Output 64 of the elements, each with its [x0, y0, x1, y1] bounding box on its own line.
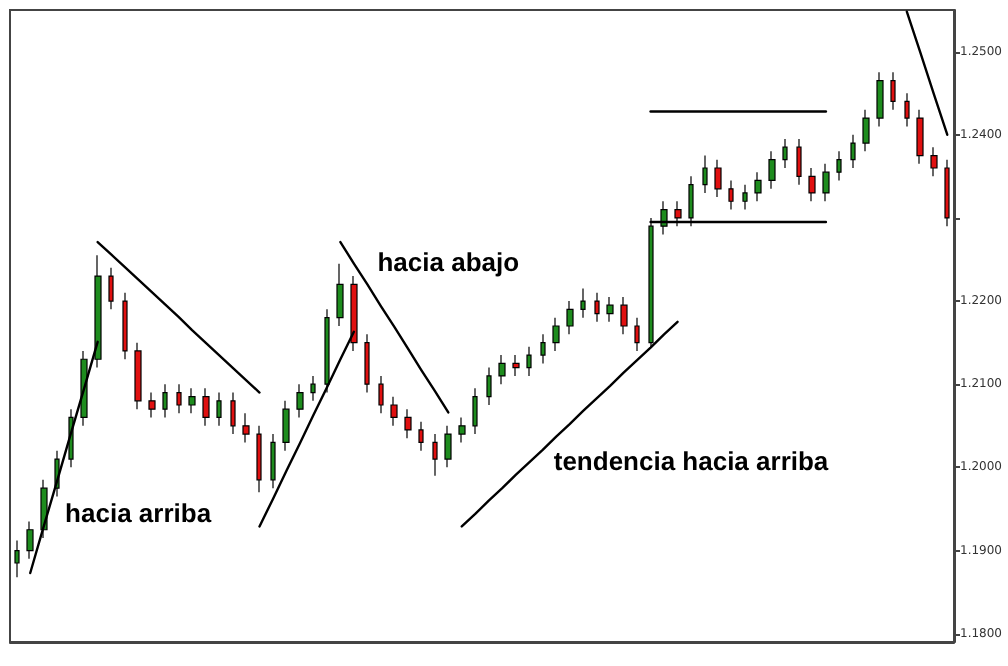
candlestick [782, 138, 788, 169]
candlestick [552, 317, 560, 352]
candlestick [108, 267, 114, 310]
candlestick [862, 109, 870, 152]
candlestick [526, 346, 532, 377]
candlestick [270, 433, 276, 489]
candlestick [202, 387, 210, 427]
candlestick [714, 159, 722, 198]
line-series [96, 240, 261, 394]
candlestick [916, 109, 924, 165]
line-series [905, 10, 949, 136]
candlestick [134, 342, 142, 410]
candlestick [122, 292, 128, 360]
candlestick [310, 375, 316, 402]
candlestick [944, 159, 950, 227]
candlestick [432, 433, 438, 477]
candlestick [540, 333, 546, 365]
candlestick [768, 150, 776, 190]
candlestick [188, 387, 196, 414]
candlestick [14, 539, 20, 578]
candlestick [580, 287, 586, 319]
candlestick [472, 387, 478, 435]
candlestick [378, 375, 384, 414]
candlestick [930, 146, 938, 177]
candlestick [850, 134, 856, 169]
candlestick [566, 300, 574, 335]
candlestick [594, 292, 600, 323]
candlestick [296, 383, 304, 419]
candlestick [904, 92, 910, 128]
candlestick [230, 391, 236, 435]
annotation: tendencia hacia arriba [553, 445, 830, 476]
candlestick [390, 396, 398, 427]
candlestick [216, 391, 222, 427]
candlestick [796, 138, 802, 186]
line-series [339, 240, 450, 414]
candlestick [336, 263, 344, 327]
candlestick [702, 154, 708, 194]
annotation: hacia abajo [377, 246, 520, 277]
candlestick [822, 163, 830, 202]
candlestick [498, 354, 506, 385]
candlestick [728, 179, 734, 211]
candlestick [404, 408, 412, 439]
candlestick [512, 354, 520, 377]
candlestick [606, 296, 614, 323]
candlestick [242, 412, 250, 444]
candlestick [876, 71, 884, 128]
candlestick [444, 425, 452, 468]
candlestick [742, 184, 748, 211]
candlestick [148, 391, 156, 419]
candlestick [890, 71, 896, 111]
candlestick [282, 400, 290, 452]
candlestick [836, 150, 842, 182]
candlestick [634, 317, 640, 352]
candlestick [162, 383, 168, 419]
candlestick [458, 416, 466, 444]
annotation: hacia arriba [65, 498, 213, 529]
candlestick [754, 171, 762, 202]
candlestick [418, 421, 424, 452]
candlestick [620, 296, 628, 335]
candlestick [256, 425, 262, 493]
candlestick [486, 366, 492, 406]
candlestick [808, 167, 816, 202]
candlestick [364, 333, 370, 394]
candlestick [176, 383, 182, 414]
